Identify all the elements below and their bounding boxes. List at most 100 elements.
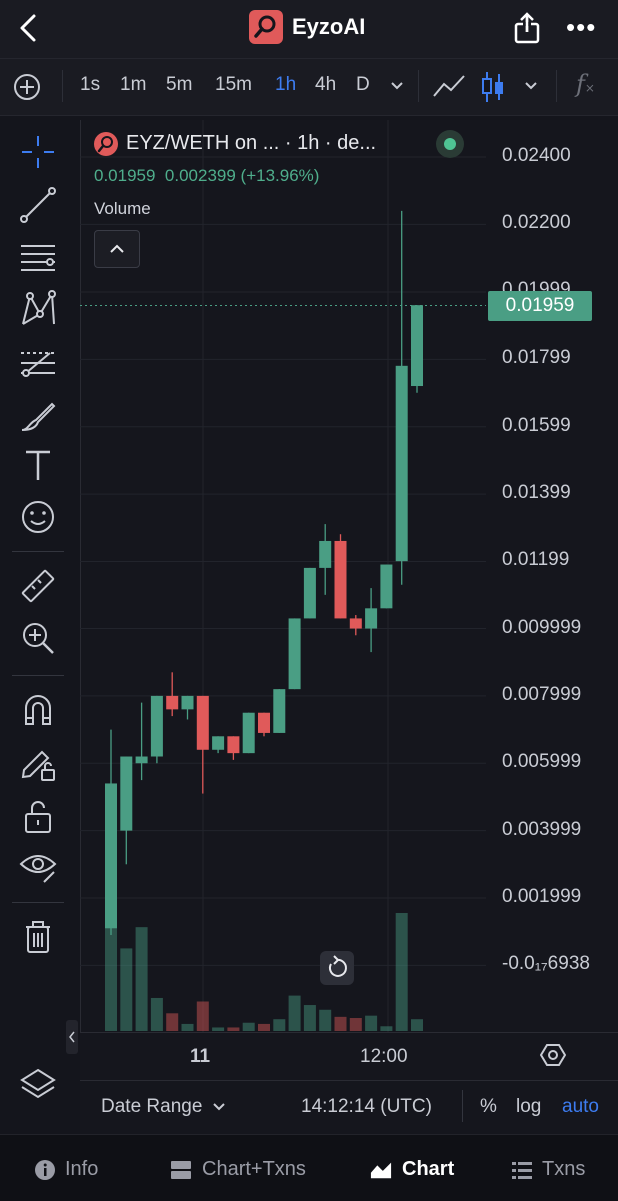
candle-body: [135, 756, 148, 764]
candle-body: [120, 756, 133, 831]
chart-panel[interactable]: [80, 120, 618, 1032]
time-axis[interactable]: [80, 1032, 618, 1081]
volume-bar: [334, 1016, 347, 1031]
candle-body: [365, 608, 378, 629]
settings-icon[interactable]: [540, 1042, 566, 1068]
time-label: 11: [190, 1046, 211, 1067]
trash-icon[interactable]: [18, 918, 58, 958]
timeframe-1s[interactable]: 1s: [80, 74, 101, 95]
toolbar-divider: [556, 70, 557, 102]
footer-divider: [462, 1090, 463, 1122]
price-label: 0.01199: [502, 549, 570, 570]
nav-chart[interactable]: Chart: [402, 1158, 455, 1180]
volume-bar: [150, 997, 163, 1031]
price-label: 0.009999: [502, 617, 582, 638]
crosshair-icon[interactable]: [18, 132, 58, 172]
log-toggle[interactable]: log: [516, 1096, 542, 1117]
collapse-sidebar-handle[interactable]: [66, 1020, 78, 1054]
price-label: 0.01799: [502, 347, 571, 368]
candle-body: [273, 689, 286, 733]
more-options-icon[interactable]: •••: [566, 12, 597, 42]
timeframe-5m[interactable]: 5m: [166, 74, 193, 95]
volume-bar: [395, 913, 408, 1031]
lock-drawing-icon[interactable]: [18, 744, 58, 784]
bottom-navigation: [0, 1134, 618, 1201]
magnet-icon[interactable]: [18, 690, 58, 730]
price-label: -0.0₁₇6938: [502, 953, 590, 974]
price-label: 0.007999: [502, 684, 582, 705]
info-icon: [35, 1160, 55, 1180]
trend-line-icon[interactable]: [18, 185, 58, 225]
candle-body: [150, 695, 163, 757]
brush-icon[interactable]: [18, 396, 58, 436]
candle-body: [334, 540, 347, 619]
candle-body: [166, 695, 179, 710]
chevron-left-icon: [69, 1031, 75, 1043]
timeframe-15m[interactable]: 15m: [215, 74, 252, 95]
date-range-selector[interactable]: Date Range: [101, 1096, 226, 1118]
candlestick-chart[interactable]: [80, 120, 486, 1032]
line-chart-icon[interactable]: [432, 72, 466, 102]
nav-info[interactable]: Info: [65, 1158, 99, 1180]
price-change-percent: (+13.96%): [240, 166, 320, 185]
timeframe-1h[interactable]: 1h: [275, 74, 297, 95]
fib-retracement-icon[interactable]: [18, 343, 58, 383]
volume-bar: [166, 1013, 179, 1031]
percent-toggle[interactable]: %: [480, 1096, 497, 1117]
toolbar-divider: [62, 70, 63, 102]
candle-body: [242, 712, 255, 754]
volume-bar: [380, 1026, 393, 1031]
nav-txns[interactable]: Txns: [542, 1158, 586, 1180]
last-price: 0.01959: [94, 166, 156, 185]
volume-bar: [365, 1015, 378, 1031]
volume-bar: [258, 1023, 270, 1031]
utc-clock[interactable]: 14:12:14 (UTC): [301, 1096, 432, 1117]
candle-body: [380, 564, 393, 609]
volume-bar: [349, 1018, 362, 1031]
back-arrow-icon[interactable]: [12, 10, 48, 46]
candle-body: [319, 540, 332, 568]
volume-bar: [120, 948, 133, 1031]
volume-bar: [227, 1027, 240, 1031]
volume-bar: [319, 1009, 332, 1031]
volume-bar: [212, 1027, 225, 1031]
collapse-legend-button[interactable]: [94, 230, 140, 268]
volume-bar: [135, 927, 148, 1031]
emoji-icon[interactable]: [18, 497, 58, 537]
app-logo: [249, 10, 283, 44]
zoom-in-icon[interactable]: [18, 618, 58, 658]
candle-body: [411, 305, 423, 387]
candle-body: [227, 736, 240, 754]
candlestick-icon[interactable]: [480, 70, 506, 104]
pattern-tool-icon[interactable]: [18, 290, 58, 330]
timeframe-d[interactable]: D: [356, 74, 370, 95]
chevron-down-icon: [212, 1103, 225, 1111]
share-icon[interactable]: [510, 10, 544, 46]
text-tool-icon[interactable]: [18, 446, 58, 486]
current-price-label: 0.01959: [488, 291, 592, 321]
price-label: 0.02200: [502, 212, 571, 233]
layers-icon[interactable]: [18, 1066, 58, 1106]
timeframe-4h[interactable]: 4h: [315, 74, 337, 95]
function-fx-icon[interactable]: f×: [576, 70, 595, 98]
token-logo-icon: [94, 132, 118, 156]
visibility-eye-icon[interactable]: [18, 846, 58, 886]
auto-toggle[interactable]: auto: [562, 1096, 599, 1117]
reset-chart-button[interactable]: [320, 951, 354, 985]
symbol-title[interactable]: EYZ/WETH on ... · 1h · de...: [126, 132, 377, 154]
unlock-icon[interactable]: [18, 796, 58, 836]
market-status-dot: [444, 138, 456, 150]
drawing-tools-sidebar: [0, 118, 74, 1134]
chevron-down-icon[interactable]: [523, 80, 539, 92]
chart-footer: [80, 1080, 618, 1135]
magnifier-logo-icon: [97, 136, 113, 153]
candle-body: [196, 695, 209, 750]
timeframe-1m[interactable]: 1m: [120, 74, 147, 95]
nav-chart-txns[interactable]: Chart+Txns: [202, 1158, 306, 1180]
chevron-down-icon[interactable]: [389, 80, 405, 92]
add-indicator-icon[interactable]: [12, 72, 42, 102]
horizontal-lines-icon[interactable]: [18, 238, 58, 278]
ruler-icon[interactable]: [18, 566, 58, 606]
date-range-label: Date Range: [101, 1096, 203, 1117]
app-title: EyzoAI: [292, 14, 366, 39]
